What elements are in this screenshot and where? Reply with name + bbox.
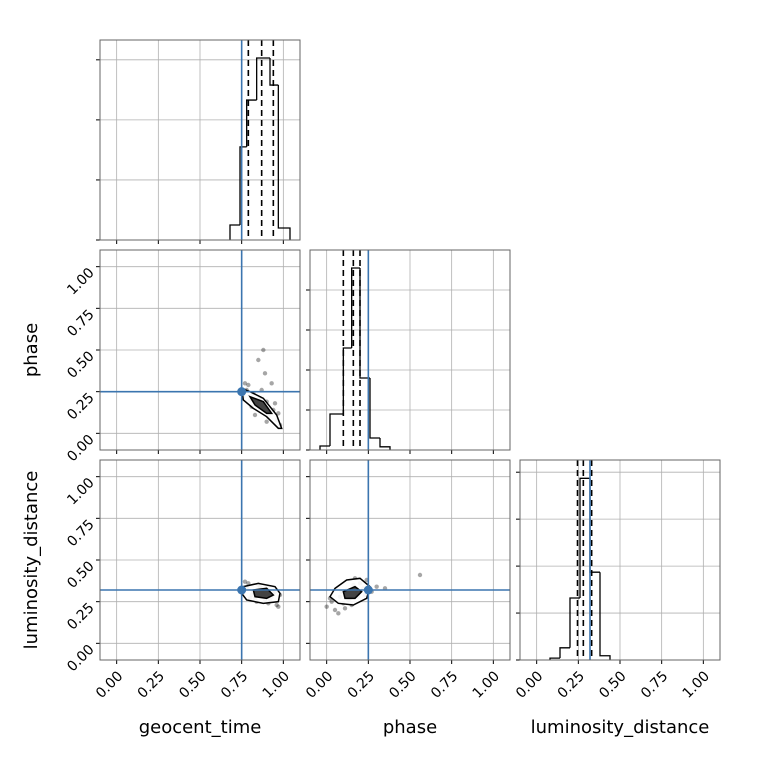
- sample-point: [329, 599, 334, 604]
- sample-point: [242, 381, 248, 386]
- y-tick-label: 0.25: [64, 390, 97, 423]
- truth-point: [237, 387, 247, 397]
- panel-frame: [99, 39, 301, 241]
- x-axis-label: geocent_time: [139, 717, 262, 738]
- y-tick-label: 0.75: [64, 517, 97, 550]
- contour: [252, 587, 275, 600]
- sample-point: [242, 579, 248, 584]
- histogram-bin: [229, 224, 240, 240]
- x-tick-label: 1.00: [470, 668, 503, 701]
- panel: 0.00 0.25 0.50 0.75 1.000.000.250.500.751.00…: [21, 459, 301, 738]
- sample-point: [264, 419, 269, 424]
- sample-point: [272, 401, 278, 406]
- histogram-bin: [369, 378, 380, 439]
- x-tick-label: 1.00: [260, 668, 293, 701]
- x-tick-label: 0.25: [345, 668, 378, 701]
- x-axis-label: luminosity_distance: [531, 717, 710, 738]
- panel: [96, 39, 301, 244]
- y-tick-label: 0.00: [64, 432, 97, 465]
- histogram-bin: [342, 347, 352, 414]
- histogram-bin: [277, 85, 291, 240]
- sample-point: [374, 584, 379, 589]
- y-tick-label: 0.50: [64, 558, 97, 591]
- histogram-bin: [319, 445, 330, 450]
- x-tick-label: 0.00: [93, 668, 126, 701]
- x-tick-label: 1.00: [680, 668, 713, 701]
- sample-point: [261, 347, 266, 353]
- x-tick-label: 0.75: [638, 668, 671, 701]
- histogram-bin: [379, 438, 391, 450]
- sample-point: [276, 604, 281, 609]
- panel: 0.00 0.25 0.50 0.75 1.00 phase: [21, 249, 301, 465]
- x-tick-label: 0.25: [555, 668, 588, 701]
- x-tick-label: 0.00: [303, 668, 336, 701]
- x-tick-label: 0.75: [428, 668, 461, 701]
- histogram-bin: [559, 647, 570, 659]
- histogram-bin: [256, 57, 270, 101]
- sample-point: [417, 572, 423, 578]
- contour: [248, 395, 274, 415]
- histogram-bin: [239, 146, 247, 225]
- y-axis-label: luminosity_distance: [21, 471, 42, 650]
- truth-point: [363, 585, 373, 595]
- y-axis-label: phase: [21, 323, 42, 377]
- sample-point: [274, 602, 279, 608]
- truth-point: [237, 585, 247, 595]
- y-tick-label: 1.00: [64, 265, 97, 298]
- panel-frame: [99, 459, 301, 661]
- x-tick-label: 0.25: [135, 668, 168, 701]
- histogram-bin: [246, 99, 257, 147]
- histogram-bin: [569, 597, 580, 648]
- sample-point: [269, 381, 274, 386]
- sample-point: [336, 611, 341, 616]
- sample-point: [256, 357, 261, 363]
- sample-point: [246, 382, 251, 388]
- histogram-bin: [549, 657, 560, 660]
- sample-point: [252, 412, 258, 418]
- sample-point: [262, 371, 268, 376]
- x-axis-label: phase: [383, 717, 437, 738]
- sample-point: [246, 581, 251, 586]
- sample-point: [332, 607, 338, 613]
- y-tick-label: 1.00: [64, 475, 97, 508]
- panel-frame: [99, 249, 301, 451]
- y-tick-label: 0.25: [64, 600, 97, 633]
- x-tick-label: 0.75: [218, 668, 251, 701]
- x-tick-label: 0.50: [176, 668, 209, 701]
- histogram-bin: [599, 572, 611, 660]
- x-tick-label: 0.50: [386, 668, 419, 701]
- panel-frame: [519, 459, 721, 661]
- y-tick-label: 0.75: [64, 307, 97, 340]
- panel-frame: [309, 249, 511, 451]
- histogram-bin: [579, 477, 590, 599]
- histogram-bin: [351, 267, 360, 348]
- panel: 0.00 0.25 0.50 0.75 1.00 luminosity_distance: [513, 459, 721, 738]
- panel-frame: [309, 459, 511, 661]
- panel: [306, 249, 511, 454]
- x-tick-label: 0.50: [596, 668, 629, 701]
- x-tick-label: 0.00: [513, 668, 546, 701]
- sample-point: [276, 411, 281, 416]
- y-tick-label: 0.50: [64, 348, 97, 381]
- sample-point: [324, 604, 329, 609]
- y-tick-label: 0.00: [64, 642, 97, 675]
- histogram-bin: [329, 413, 344, 446]
- sample-point: [342, 606, 348, 611]
- histogram-bin: [269, 58, 279, 86]
